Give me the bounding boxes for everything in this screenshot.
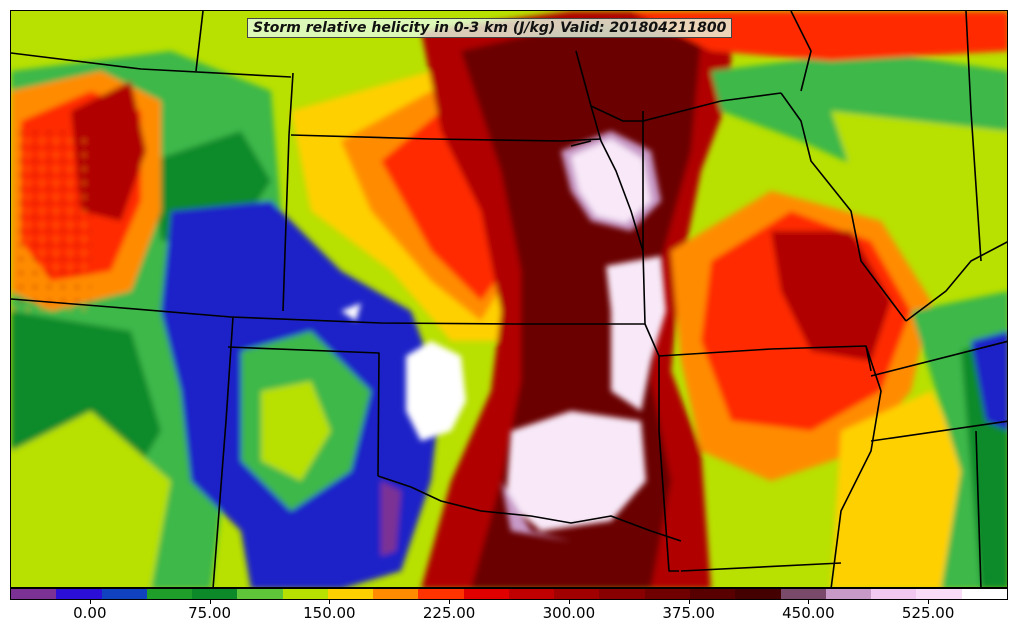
colorbar-segment	[101, 589, 147, 599]
colorbar-segment	[237, 589, 283, 599]
colorbar-segment	[916, 589, 962, 599]
colorbar-segment	[825, 589, 872, 599]
boundary-line	[377, 475, 682, 542]
colorbar-tick	[209, 600, 211, 604]
colorbar-segment	[735, 589, 781, 599]
colorbar-ticks: 0.00 75.00 150.00 225.00 300.00 375.00 450.00 5…	[10, 600, 1008, 630]
colorbar-tick	[329, 600, 331, 604]
colorbar-tick-label: 0.00	[73, 604, 107, 622]
field-yellow-sw	[11, 411, 171, 587]
boundary-line	[590, 105, 644, 252]
colorbar-segment	[327, 589, 374, 599]
colorbar-segment	[192, 589, 238, 599]
colorbar-segment	[11, 589, 57, 599]
colorbar-segment	[554, 589, 600, 599]
map-title: Storm relative helicity in 0-3 km (J/kg)…	[247, 18, 733, 38]
colorbar-segment	[780, 589, 826, 599]
helicity-field-map	[11, 11, 1007, 587]
colorbar-tick-label: 450.00	[782, 604, 835, 622]
field-white-core-mid	[606, 256, 666, 411]
boundary-line	[282, 72, 294, 312]
colorbar-segment	[463, 589, 509, 599]
boundary-line	[658, 345, 872, 372]
boundary-line	[230, 316, 645, 325]
colorbar-segment	[644, 589, 690, 599]
boundary-line	[11, 298, 232, 318]
colorbar-segment	[961, 589, 1007, 599]
map-panel: Storm relative helicity in 0-3 km (J/kg)…	[10, 10, 1008, 588]
field-white-core-south	[506, 411, 646, 531]
boundary-line	[575, 50, 782, 122]
colorbar-tick-label: 150.00	[303, 604, 356, 622]
boundary-line	[975, 430, 982, 587]
colorbar-tick-label: 525.00	[901, 604, 955, 622]
boundary-line	[790, 11, 812, 92]
boundary-line	[570, 140, 592, 147]
colorbar-segment	[146, 589, 193, 599]
colorbar-tick-label: 225.00	[422, 604, 476, 622]
boundary-line	[227, 346, 380, 477]
colorbar-segment	[56, 589, 102, 599]
colorbar-tick	[568, 600, 570, 604]
boundary-line	[965, 11, 982, 262]
colorbar-tick	[89, 600, 91, 604]
colorbar-segment	[871, 589, 917, 599]
colorbar	[10, 588, 1008, 600]
field-darkred-east	[771, 231, 891, 361]
colorbar-tick-label: 75.00	[188, 604, 232, 622]
boundary-line	[830, 345, 882, 587]
boundary-line	[870, 420, 1007, 442]
boundary-line	[195, 11, 204, 72]
boundary-line	[11, 52, 292, 78]
colorbar-tick-label: 300.00	[542, 604, 596, 622]
field-speckle-nw	[11, 131, 91, 311]
colorbar-segment	[599, 589, 645, 599]
colorbar-tick	[808, 600, 810, 604]
colorbar-segment	[282, 589, 328, 599]
field-blue-east	[971, 331, 1007, 431]
field-white-core-north	[571, 139, 651, 223]
boundary-line	[780, 92, 907, 322]
field-white-core-west	[406, 341, 466, 441]
colorbar-segment	[373, 589, 419, 599]
colorbar-tick	[449, 600, 451, 604]
field-lime-in-blue	[261, 381, 331, 481]
boundary-line	[680, 562, 842, 572]
field-purple-in-blue	[381, 481, 401, 556]
boundary-line	[212, 316, 234, 587]
field-yellow-east	[831, 391, 971, 587]
field-white-fleck	[341, 303, 361, 321]
colorbar-tick	[688, 600, 690, 604]
boundary-line	[290, 134, 602, 142]
boundary-line	[870, 340, 1007, 377]
boundary-line	[905, 241, 1007, 322]
field-pink-edge-south	[501, 481, 571, 541]
field-lime-ne	[831, 111, 1007, 251]
colorbar-tick	[928, 600, 930, 604]
colorbar-segment	[418, 589, 464, 599]
colorbar-tick-label: 375.00	[662, 604, 715, 622]
state-boundaries	[11, 11, 1007, 587]
colorbar-segment	[689, 589, 736, 599]
colorbar-segment	[508, 589, 555, 599]
